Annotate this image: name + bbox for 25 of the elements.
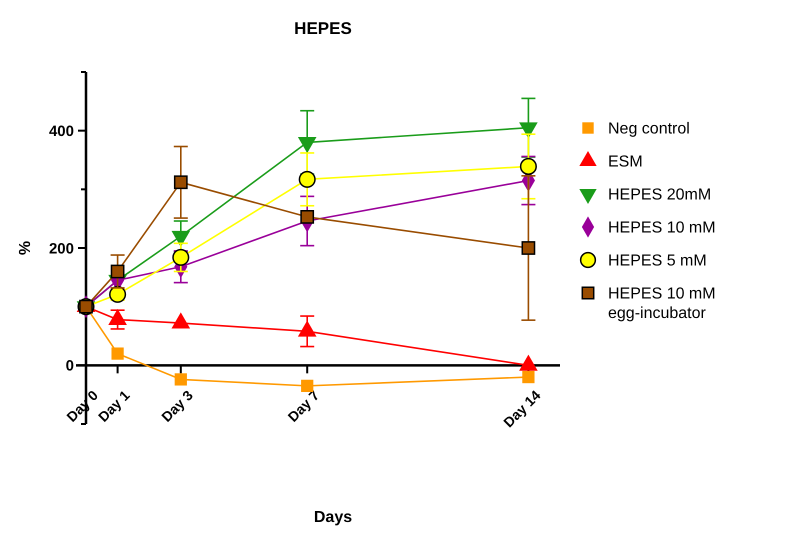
x-tick-label: Day 3 (158, 386, 196, 425)
point (522, 241, 536, 255)
point (111, 347, 124, 360)
y-tick-label: 200 (48, 240, 74, 258)
legend-label: HEPES 10 mM egg-incubator (608, 286, 716, 322)
legend-label: Neg control (608, 120, 690, 138)
legend-label: ESM (608, 154, 643, 171)
point (520, 158, 537, 175)
point (172, 248, 190, 266)
point (298, 170, 316, 188)
x-axis-title: Days (314, 509, 352, 526)
point (174, 175, 188, 190)
x-tick-label: Day 14 (500, 386, 544, 430)
point (522, 370, 535, 384)
y-tick-label: 400 (48, 122, 74, 140)
point (174, 373, 187, 386)
point (301, 380, 314, 392)
legend-label: HEPES 5 mM (608, 252, 707, 270)
chart-title: HEPES (294, 19, 352, 38)
y-axis-title: % (17, 240, 34, 256)
point (110, 264, 124, 278)
y-tick-label: 0 (66, 358, 74, 375)
legend-label: HEPES 10 mM (608, 220, 716, 237)
point (300, 210, 314, 224)
legend-label: HEPES 20mM (608, 186, 712, 204)
